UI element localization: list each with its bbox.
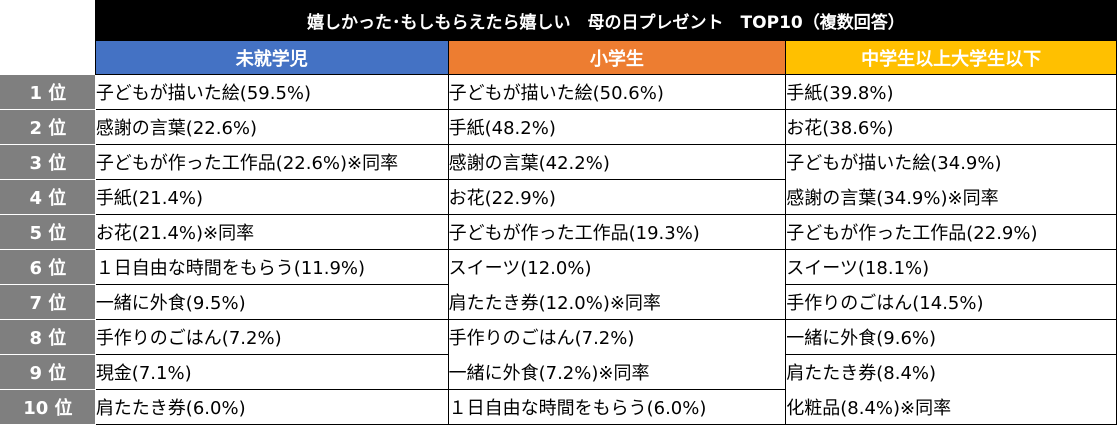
table-row: 5 位お花(21.4%)※同率 子どもが作った工作品(19.3%) 子どもが作った工…: [0, 214, 1117, 250]
rank-label: 3 位: [0, 144, 96, 180]
table-cell: 手紙(39.8%): [785, 74, 1117, 110]
table-cell: 子どもが作った工作品(19.3%): [447, 214, 787, 250]
header-row: 未就学児 小学生 中学生以上大学生以下: [0, 40, 1117, 75]
table-cell: 感謝の言葉(22.6%): [94, 109, 449, 145]
table-cell: 手紙(21.4%): [94, 179, 449, 215]
table-cell: 手紙(48.2%): [447, 109, 787, 145]
column-header-elementary: 小学生: [447, 40, 787, 75]
rank-label: 6 位: [0, 249, 96, 285]
rank-label: 8 位: [0, 319, 96, 355]
table-cell: １日自由な時間をもらう(6.0%): [447, 389, 787, 425]
table-row: 2 位感謝の言葉(22.6%) 手紙(48.2%) お花(38.6%): [0, 109, 1117, 145]
table-cell: 子どもが描いた絵(34.9%): [785, 144, 1117, 180]
table-cell: 手作りのごはん(7.2%): [447, 319, 787, 355]
table-row: 8 位手作りのごはん(7.2%) 手作りのごはん(7.2%) 一緒に外食(9.6%): [0, 319, 1117, 355]
table-row: 3 位子どもが作った工作品(22.6%)※同率 感謝の言葉(42.2%) 子どもが描…: [0, 144, 1117, 180]
table-cell: お花(22.9%): [447, 179, 787, 215]
table-row: 10 位肩たたき券(6.0%) １日自由な時間をもらう(6.0%) 化粧品(8.4%…: [0, 389, 1117, 425]
table-cell: スイーツ(12.0%): [447, 249, 787, 285]
table-cell: 子どもが描いた絵(50.6%): [447, 74, 787, 110]
table-cell: 肩たたき券(12.0%)※同率: [447, 284, 787, 320]
table-cell: 肩たたき券(6.0%): [94, 389, 449, 425]
table-cell: 一緒に外食(9.5%): [94, 284, 449, 320]
column-header-middle-to-university: 中学生以上大学生以下: [785, 40, 1117, 75]
table-cell: １日自由な時間をもらう(11.9%): [94, 249, 449, 285]
table-cell: スイーツ(18.1%): [785, 249, 1117, 285]
table-cell: 子どもが作った工作品(22.9%): [785, 214, 1117, 250]
rank-label: 9 位: [0, 354, 96, 390]
table-cell: 感謝の言葉(34.9%)※同率: [785, 179, 1117, 215]
rank-label: 10 位: [0, 389, 96, 425]
column-header-preschool: 未就学児: [94, 40, 449, 75]
table-row: 4 位手紙(21.4%) お花(22.9%) 感謝の言葉(34.9%)※同率: [0, 179, 1117, 215]
table-cell: 感謝の言葉(42.2%): [447, 144, 787, 180]
rank-label: 7 位: [0, 284, 96, 320]
table-cell: 一緒に外食(9.6%): [785, 319, 1117, 355]
table-cell: 化粧品(8.4%)※同率: [785, 389, 1117, 425]
table-cell: 現金(7.1%): [94, 354, 449, 390]
table-row: 6 位 １日自由な時間をもらう(11.9%) スイーツ(12.0%) スイーツ(18.…: [0, 249, 1117, 285]
rank-label: 4 位: [0, 179, 96, 215]
rank-label: 1 位: [0, 74, 96, 110]
table-cell: 子どもが描いた絵(59.5%): [94, 74, 449, 110]
table-row: 9 位現金(7.1%) 一緒に外食(7.2%)※同率 肩たたき券(8.4%): [0, 354, 1117, 390]
table-cell: 手作りのごはん(7.2%): [94, 319, 449, 355]
header-corner: [0, 40, 96, 75]
rank-label: 2 位: [0, 109, 96, 145]
table-cell: お花(38.6%): [785, 109, 1117, 145]
table-row: 7 位一緒に外食(9.5%) 肩たたき券(12.0%)※同率 手作りのごはん(14.…: [0, 284, 1117, 320]
table-cell: 手作りのごはん(14.5%): [785, 284, 1117, 320]
table-row: 1 位子どもが描いた絵(59.5%) 子どもが描いた絵(50.6%) 手紙(39.8…: [0, 74, 1117, 110]
title-corner: [0, 0, 96, 41]
rank-label: 5 位: [0, 214, 96, 250]
table-cell: 一緒に外食(7.2%)※同率: [447, 354, 787, 390]
table-cell: お花(21.4%)※同率: [94, 214, 449, 250]
table-cell: 子どもが作った工作品(22.6%)※同率: [94, 144, 449, 180]
title-row: 嬉しかった･もしもらえたら嬉しい 母の日プレゼント TOP10（複数回答）: [0, 0, 1117, 41]
table-title: 嬉しかった･もしもらえたら嬉しい 母の日プレゼント TOP10（複数回答）: [94, 0, 1117, 41]
table-cell: 肩たたき券(8.4%): [785, 354, 1117, 390]
